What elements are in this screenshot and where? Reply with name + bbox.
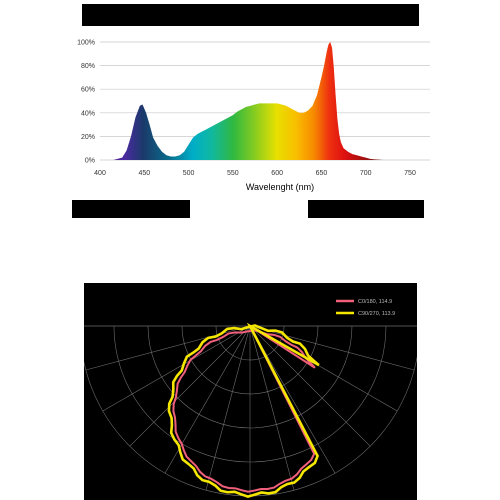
- x-axis-title: Wavelenght (nm): [246, 182, 314, 192]
- polar-grid-spoke: [164, 325, 251, 474]
- polar-distribution-panel: C0/180, 114.9 C90/270, 113.9: [84, 283, 417, 500]
- polar-grid-spoke: [102, 325, 251, 412]
- polar-grid-spoke: [249, 325, 415, 371]
- x-tick-label: 700: [360, 170, 372, 177]
- legend-label-c90-270: C90/270, 113.9: [358, 311, 395, 317]
- polar-chart: C0/180, 114.9 C90/270, 113.9: [84, 299, 417, 499]
- polar-grid-spoke: [249, 325, 295, 491]
- y-tick-label: 100%: [77, 40, 95, 47]
- y-tick-label: 20%: [81, 134, 95, 141]
- x-tick-label: 600: [271, 170, 283, 177]
- polar-grid-spoke: [205, 325, 251, 491]
- polar-grid-spoke: [85, 325, 251, 371]
- x-tick-label: 550: [227, 170, 239, 177]
- polar-legend: C0/180, 114.9 C90/270, 113.9: [336, 299, 395, 317]
- y-tick-label: 0%: [85, 158, 95, 165]
- x-tick-label: 750: [404, 170, 416, 177]
- x-tick-label: 400: [94, 170, 106, 177]
- y-tick-label: 60%: [81, 87, 95, 94]
- polar-grid-spoke: [129, 325, 251, 447]
- x-tick-label: 450: [138, 170, 150, 177]
- series-c90-270-curve: [167, 322, 320, 499]
- spectrum-chart: 0% 20% 40% 60% 80% 100% 400 450 500 550 600 650 700…: [77, 40, 430, 192]
- spectrum-area: [113, 42, 384, 160]
- y-tick-label: 80%: [81, 63, 95, 70]
- polar-grid-spoke: [249, 325, 371, 447]
- y-tick-label: 40%: [81, 110, 95, 117]
- polar-grid-ring: [84, 355, 417, 497]
- caption-redaction-bar-right: [308, 200, 424, 218]
- legend-label-c0-180: C0/180, 114.9: [358, 299, 392, 305]
- x-tick-label: 500: [183, 170, 195, 177]
- x-tick-label: 650: [316, 170, 328, 177]
- caption-redaction-bar-left: [72, 200, 190, 218]
- title-redaction-bar: [82, 4, 419, 26]
